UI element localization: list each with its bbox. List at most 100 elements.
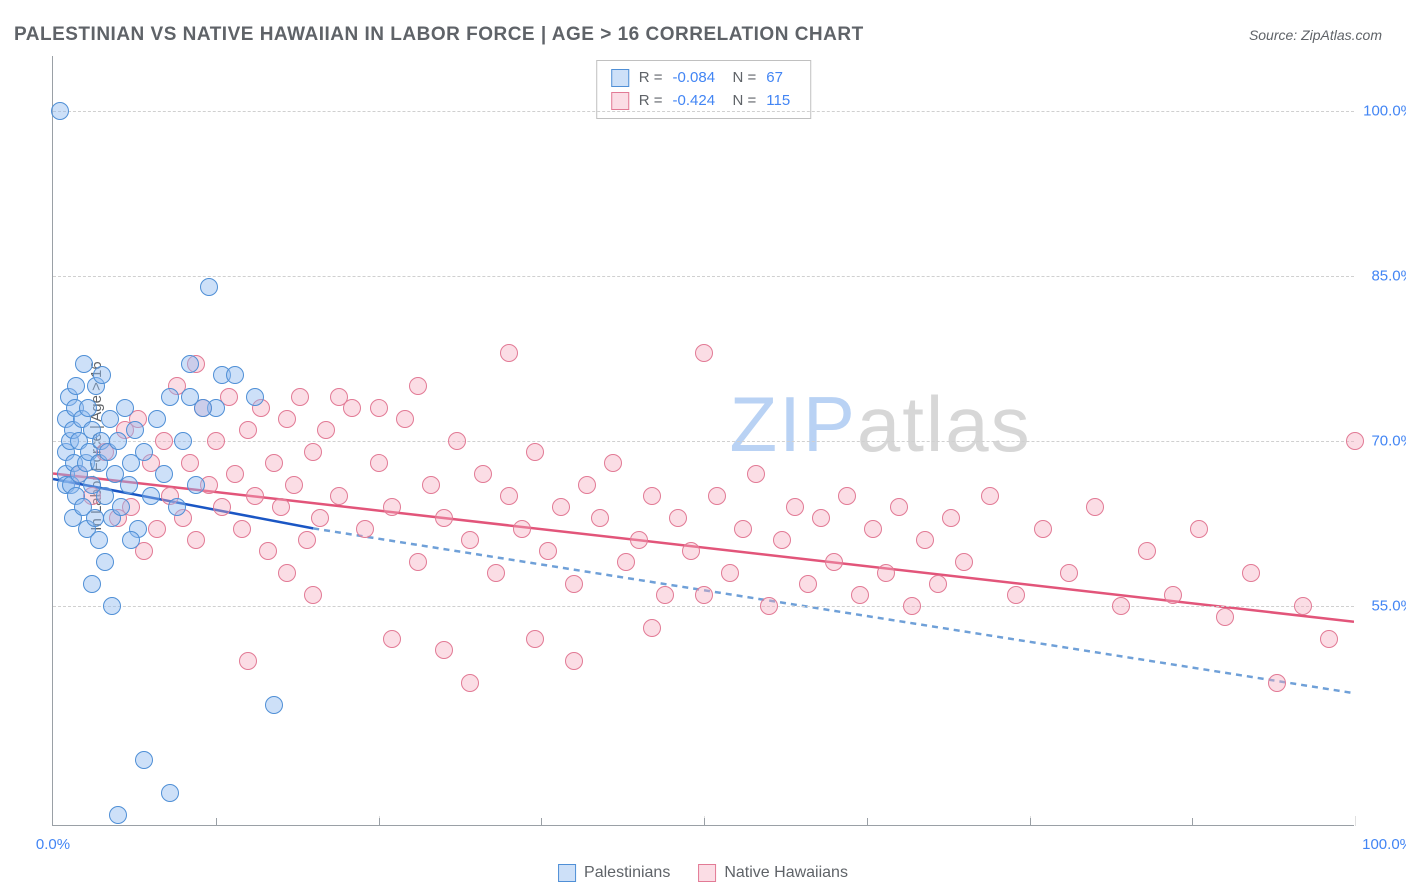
scatter-point bbox=[330, 388, 348, 406]
scatter-point bbox=[330, 487, 348, 505]
source-label: Source: ZipAtlas.com bbox=[1249, 27, 1382, 43]
x-tick-mark bbox=[541, 818, 542, 826]
scatter-point bbox=[552, 498, 570, 516]
scatter-point bbox=[181, 355, 199, 373]
scatter-point bbox=[422, 476, 440, 494]
scatter-point bbox=[747, 465, 765, 483]
scatter-point bbox=[1060, 564, 1078, 582]
scatter-point bbox=[233, 520, 251, 538]
scatter-point bbox=[916, 531, 934, 549]
watermark-post: atlas bbox=[857, 380, 1032, 468]
scatter-point bbox=[239, 421, 257, 439]
legend-stats-row: R =-0.084N =67 bbox=[611, 67, 797, 90]
scatter-point bbox=[79, 399, 97, 417]
scatter-point bbox=[1138, 542, 1156, 560]
chart-title: PALESTINIAN VS NATIVE HAWAIIAN IN LABOR … bbox=[14, 24, 864, 46]
scatter-point bbox=[161, 784, 179, 802]
stat-R-label: R = bbox=[639, 67, 663, 90]
scatter-point bbox=[526, 630, 544, 648]
scatter-point bbox=[383, 630, 401, 648]
legend-swatch bbox=[611, 69, 629, 87]
scatter-point bbox=[148, 520, 166, 538]
scatter-point bbox=[838, 487, 856, 505]
scatter-point bbox=[643, 619, 661, 637]
scatter-point bbox=[513, 520, 531, 538]
scatter-point bbox=[383, 498, 401, 516]
scatter-point bbox=[864, 520, 882, 538]
scatter-point bbox=[311, 509, 329, 527]
scatter-point bbox=[682, 542, 700, 560]
scatter-point bbox=[370, 454, 388, 472]
scatter-point bbox=[604, 454, 622, 472]
scatter-point bbox=[75, 355, 93, 373]
scatter-point bbox=[591, 509, 609, 527]
scatter-point bbox=[1346, 432, 1364, 450]
stat-R-value: -0.084 bbox=[673, 67, 723, 90]
scatter-point bbox=[630, 531, 648, 549]
x-tick-mark bbox=[704, 818, 705, 826]
scatter-point bbox=[695, 344, 713, 362]
gridline-h bbox=[53, 276, 1354, 277]
scatter-point bbox=[112, 498, 130, 516]
stat-N-value: 115 bbox=[766, 90, 796, 113]
stat-R-value: -0.424 bbox=[673, 90, 723, 113]
scatter-point bbox=[461, 531, 479, 549]
scatter-point bbox=[259, 542, 277, 560]
scatter-point bbox=[148, 410, 166, 428]
scatter-point bbox=[1112, 597, 1130, 615]
scatter-point bbox=[187, 531, 205, 549]
scatter-point bbox=[942, 509, 960, 527]
scatter-point bbox=[643, 487, 661, 505]
scatter-point bbox=[161, 388, 179, 406]
scatter-point bbox=[721, 564, 739, 582]
scatter-point bbox=[96, 487, 114, 505]
x-tick-mark bbox=[216, 818, 217, 826]
legend-swatch bbox=[611, 92, 629, 110]
x-tick-label: 100.0% bbox=[1362, 836, 1406, 853]
scatter-point bbox=[272, 498, 290, 516]
scatter-point bbox=[142, 487, 160, 505]
scatter-point bbox=[265, 696, 283, 714]
scatter-point bbox=[126, 421, 144, 439]
scatter-point bbox=[200, 278, 218, 296]
scatter-point bbox=[955, 553, 973, 571]
scatter-point bbox=[448, 432, 466, 450]
scatter-point bbox=[109, 432, 127, 450]
scatter-point bbox=[1190, 520, 1208, 538]
stat-N-label: N = bbox=[733, 67, 757, 90]
x-tick-label: 0.0% bbox=[36, 836, 70, 853]
scatter-point bbox=[773, 531, 791, 549]
plot-area: ZIPatlas R =-0.084N =67R =-0.424N =115 5… bbox=[52, 56, 1354, 826]
scatter-point bbox=[1086, 498, 1104, 516]
scatter-point bbox=[116, 399, 134, 417]
scatter-point bbox=[1242, 564, 1260, 582]
header-row: PALESTINIAN VS NATIVE HAWAIIAN IN LABOR … bbox=[14, 24, 1382, 46]
scatter-point bbox=[278, 564, 296, 582]
scatter-point bbox=[155, 432, 173, 450]
scatter-point bbox=[278, 410, 296, 428]
scatter-point bbox=[226, 366, 244, 384]
stat-R-label: R = bbox=[639, 90, 663, 113]
scatter-point bbox=[435, 641, 453, 659]
legend-label: Palestinians bbox=[584, 864, 670, 882]
scatter-point bbox=[109, 806, 127, 824]
scatter-point bbox=[103, 597, 121, 615]
scatter-point bbox=[500, 344, 518, 362]
scatter-point bbox=[194, 399, 212, 417]
scatter-point bbox=[617, 553, 635, 571]
watermark: ZIPatlas bbox=[730, 379, 1032, 470]
scatter-point bbox=[122, 531, 140, 549]
scatter-point bbox=[487, 564, 505, 582]
gridline-h bbox=[53, 606, 1354, 607]
scatter-point bbox=[1164, 586, 1182, 604]
scatter-point bbox=[181, 454, 199, 472]
stat-N-label: N = bbox=[733, 90, 757, 113]
scatter-point bbox=[304, 443, 322, 461]
legend-label: Native Hawaiians bbox=[724, 864, 848, 882]
scatter-point bbox=[578, 476, 596, 494]
scatter-point bbox=[370, 399, 388, 417]
scatter-point bbox=[500, 487, 518, 505]
scatter-point bbox=[760, 597, 778, 615]
x-tick-mark bbox=[867, 818, 868, 826]
scatter-point bbox=[155, 465, 173, 483]
